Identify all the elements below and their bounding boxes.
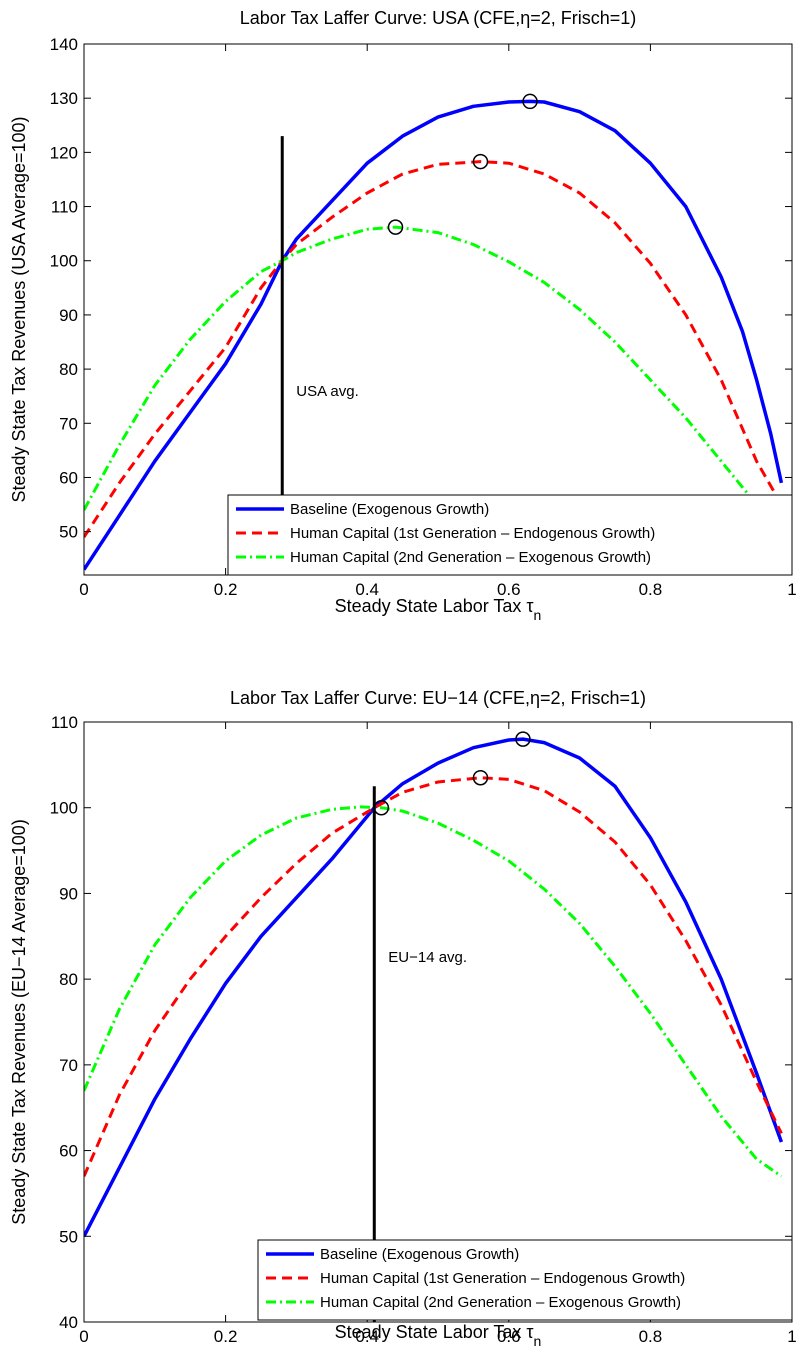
peak-marker-1 xyxy=(515,731,531,747)
y-tick-label: 70 xyxy=(59,1056,78,1075)
y-tick-label: 100 xyxy=(50,252,78,271)
legend-entry-1: Baseline (Exogenous Growth) xyxy=(290,501,489,518)
y-tick-label: 70 xyxy=(59,414,78,433)
y-tick-label: 40 xyxy=(59,1313,78,1332)
y-tick-label: 140 xyxy=(50,35,78,54)
y-tick-label: 110 xyxy=(51,713,78,732)
y-axis-label: Steady State Tax Revenues (USA Average=1… xyxy=(9,116,29,502)
legend-box xyxy=(227,494,793,576)
chart-title: Labor Tax Laffer Curve: USA (CFE,η=2, Fr… xyxy=(240,8,637,28)
legend-entry-1: Baseline (Exogenous Growth) xyxy=(320,1246,519,1263)
x-axis-label-subscript: n xyxy=(534,607,542,623)
peak-marker-2 xyxy=(472,153,489,170)
chart-eu14-laffer: Labor Tax Laffer Curve: EU−14 (CFE,η=2, … xyxy=(9,688,797,1349)
average-label: EU−14 avg. xyxy=(388,949,467,966)
y-tick-label: 120 xyxy=(50,143,78,162)
chart-title: Labor Tax Laffer Curve: EU−14 (CFE,η=2, … xyxy=(230,688,646,708)
x-tick-label: 1 xyxy=(787,580,796,599)
y-tick-label: 80 xyxy=(59,360,78,379)
legend-entry-2: Human Capital (1st Generation – Endogeno… xyxy=(320,1270,685,1287)
x-tick-label: 0.6 xyxy=(497,580,521,599)
series-line-1 xyxy=(84,99,784,571)
peak-marker-1 xyxy=(522,93,538,110)
x-axis-label: Steady State Labor Tax τn xyxy=(335,596,542,623)
legend-entry-3: Human Capital (2nd Generation – Exogenou… xyxy=(320,1294,681,1311)
y-axis-label: Steady State Tax Revenues (EU−14 Average… xyxy=(9,819,29,1225)
x-tick-label: 0.2 xyxy=(214,1327,238,1346)
x-tick-label: 1 xyxy=(787,1327,796,1346)
x-tick-label: 0 xyxy=(79,1327,88,1346)
peak-marker-3 xyxy=(373,799,390,816)
y-tick-label: 80 xyxy=(59,970,78,989)
legend-box xyxy=(257,1239,793,1321)
series-line-3 xyxy=(84,225,783,539)
y-tick-label: 90 xyxy=(59,884,78,903)
x-tick-label: 0 xyxy=(79,580,88,599)
peak-marker-3 xyxy=(387,219,404,235)
y-tick-label: 60 xyxy=(59,468,78,487)
series-line-3 xyxy=(84,805,783,1178)
x-axis-label-subscript: n xyxy=(534,1333,542,1349)
x-tick-label: 0.8 xyxy=(639,580,663,599)
y-tick-label: 50 xyxy=(59,523,78,542)
x-tick-label: 0.6 xyxy=(497,1327,521,1346)
y-tick-label: 60 xyxy=(59,1142,78,1161)
y-tick-label: 100 xyxy=(50,799,78,818)
x-tick-label: 0.2 xyxy=(214,580,238,599)
x-tick-label: 0.8 xyxy=(639,1327,663,1346)
x-tick-label: 0.4 xyxy=(355,1327,379,1346)
series-line-2 xyxy=(84,776,783,1177)
peak-marker-2 xyxy=(472,769,489,786)
y-tick-label: 130 xyxy=(50,89,78,108)
y-tick-label: 110 xyxy=(51,198,78,217)
y-tick-label: 90 xyxy=(59,306,78,325)
legend-entry-2: Human Capital (1st Generation – Endogeno… xyxy=(290,525,655,542)
chart-usa-laffer: Labor Tax Laffer Curve: USA (CFE,η=2, Fr… xyxy=(9,8,797,623)
legend-entry-3: Human Capital (2nd Generation – Exogenou… xyxy=(290,549,651,566)
series-line-1 xyxy=(84,737,784,1238)
average-label: USA avg. xyxy=(296,383,359,400)
y-tick-label: 50 xyxy=(59,1227,78,1246)
series-line-2 xyxy=(84,160,783,538)
axes-frame xyxy=(83,721,793,1323)
x-tick-label: 0.4 xyxy=(355,580,379,599)
